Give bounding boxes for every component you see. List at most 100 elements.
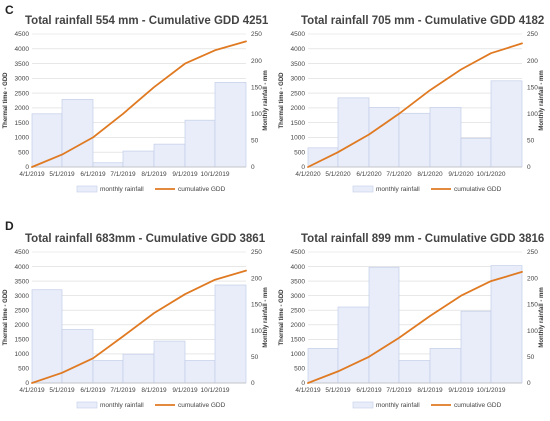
y-right-tick-label: 100 xyxy=(527,111,538,118)
rainfall-bar xyxy=(92,162,124,168)
rainfall-bar xyxy=(153,143,186,168)
chart-d-2019b: Total rainfall 899 mm - Cumulative GDD 3… xyxy=(279,233,545,409)
rainfall-bar xyxy=(61,329,94,384)
y-left-tick-label: 3500 xyxy=(15,61,30,68)
x-tick-label: 8/1/2019 xyxy=(141,171,167,178)
x-tick-label: 6/1/2019 xyxy=(80,387,106,394)
rainfall-bar xyxy=(460,310,492,384)
x-tick-label: 5/1/2019 xyxy=(49,171,75,178)
y-left-tick-label: 2000 xyxy=(291,105,306,112)
x-tick-label: 7/1/2019 xyxy=(110,171,136,178)
y-left-tick-label: 1500 xyxy=(291,120,306,127)
y-right-tick-label: 0 xyxy=(527,380,531,387)
x-tick-label: 7/1/2020 xyxy=(386,171,412,178)
rainfall-bar xyxy=(429,107,462,168)
y-left-tick-label: 2000 xyxy=(291,322,306,329)
x-tick-label: 8/1/2019 xyxy=(141,387,167,394)
y-right-tick-label: 250 xyxy=(527,31,538,38)
x-tick-label: 9/1/2019 xyxy=(172,387,198,394)
chart-title: Total rainfall 705 mm - Cumulative GDD 4… xyxy=(301,15,544,27)
y-right-tick-label: 0 xyxy=(527,164,531,171)
legend-bar-swatch xyxy=(352,185,374,193)
legend-line-label: cumulative GDD xyxy=(178,186,226,193)
y-right-tick-label: 150 xyxy=(251,84,262,91)
y-left-tick-label: 3000 xyxy=(15,76,30,83)
x-tick-label: 8/1/2019 xyxy=(417,387,443,394)
y-left-tick-label: 4500 xyxy=(291,31,306,38)
y-left-tick-label: 4000 xyxy=(291,46,306,53)
x-tick-label: 10/1/2019 xyxy=(201,387,230,394)
y-right-tick-label: 50 xyxy=(251,138,259,145)
rainfall-bar xyxy=(490,80,523,168)
rainfall-bar xyxy=(61,99,94,168)
chart-title: Total rainfall 899 mm - Cumulative GDD 3… xyxy=(301,233,544,245)
y-left-axis-title: Thermal time - GDD xyxy=(3,289,9,346)
y-right-tick-label: 150 xyxy=(527,84,538,91)
y-left-tick-label: 3500 xyxy=(291,61,306,68)
y-left-tick-label: 1000 xyxy=(15,351,30,358)
y-right-axis-title: Monthly rainfall - mm xyxy=(539,70,545,130)
x-tick-label: 9/1/2019 xyxy=(448,387,474,394)
y-left-tick-label: 2500 xyxy=(291,90,306,97)
y-left-tick-label: 0 xyxy=(25,164,29,171)
y-left-tick-label: 4500 xyxy=(15,31,30,38)
y-left-tick-label: 3000 xyxy=(291,76,306,83)
rainfall-bar xyxy=(368,266,400,384)
x-tick-label: 9/1/2019 xyxy=(172,171,198,178)
y-right-tick-label: 200 xyxy=(251,275,262,282)
y-left-tick-label: 2500 xyxy=(15,307,30,314)
y-right-tick-label: 150 xyxy=(251,302,262,309)
y-right-tick-label: 0 xyxy=(251,164,255,171)
panel-letter-d: D xyxy=(5,219,14,233)
y-right-tick-label: 200 xyxy=(527,58,538,65)
gdd-line xyxy=(31,269,247,384)
y-left-tick-label: 4500 xyxy=(15,249,30,256)
rainfall-bar xyxy=(398,360,431,384)
y-left-tick-label: 3500 xyxy=(291,278,306,285)
legend-bar-swatch xyxy=(76,185,98,193)
y-left-tick-label: 1500 xyxy=(291,337,306,344)
y-left-tick-label: 4000 xyxy=(291,264,306,271)
legend-bar-label: monthly rainfall xyxy=(376,186,420,193)
y-right-tick-label: 100 xyxy=(251,328,262,335)
x-tick-label: 8/1/2020 xyxy=(417,171,443,178)
rainfall-bar xyxy=(31,289,63,384)
legend-line-label: cumulative GDD xyxy=(454,186,502,193)
y-right-tick-label: 250 xyxy=(251,249,262,256)
rainfall-bar xyxy=(337,306,370,384)
y-left-tick-label: 500 xyxy=(294,366,305,373)
legend-line-label: cumulative GDD xyxy=(178,402,226,409)
legend-line-label: cumulative GDD xyxy=(454,402,502,409)
y-right-tick-label: 200 xyxy=(251,58,262,65)
x-tick-label: 4/1/2020 xyxy=(295,171,321,178)
y-right-tick-label: 100 xyxy=(251,111,262,118)
y-right-axis-title: Monthly rainfall - mm xyxy=(263,70,269,130)
y-left-tick-label: 3500 xyxy=(15,278,30,285)
y-left-tick-label: 0 xyxy=(25,380,29,387)
rainfall-bar xyxy=(337,97,370,168)
y-left-tick-label: 0 xyxy=(301,164,305,171)
y-right-axis-title: Monthly rainfall - mm xyxy=(539,287,545,347)
rainfall-bar xyxy=(122,353,155,384)
y-left-tick-label: 2500 xyxy=(15,90,30,97)
y-right-tick-label: 50 xyxy=(251,354,259,361)
y-left-tick-label: 4000 xyxy=(15,46,30,53)
rainfall-bar xyxy=(429,348,462,384)
x-tick-label: 7/1/2019 xyxy=(110,387,136,394)
legend-bar-label: monthly rainfall xyxy=(100,186,144,193)
rainfall-bar xyxy=(460,137,492,168)
x-tick-label: 10/1/2019 xyxy=(201,171,230,178)
y-right-axis-title: Monthly rainfall - mm xyxy=(263,287,269,347)
rainfall-bar xyxy=(214,82,247,168)
y-right-tick-label: 250 xyxy=(251,31,262,38)
y-left-tick-label: 2000 xyxy=(15,105,30,112)
y-right-tick-label: 250 xyxy=(527,249,538,256)
y-left-tick-label: 1000 xyxy=(15,135,30,142)
x-tick-label: 4/1/2019 xyxy=(19,387,45,394)
rainfall-bar xyxy=(398,112,431,168)
rainfall-bar xyxy=(184,119,216,168)
legend-bar-swatch xyxy=(76,401,98,409)
y-left-tick-label: 500 xyxy=(18,149,29,156)
legend-bar-label: monthly rainfall xyxy=(100,402,144,409)
y-right-tick-label: 0 xyxy=(251,380,255,387)
